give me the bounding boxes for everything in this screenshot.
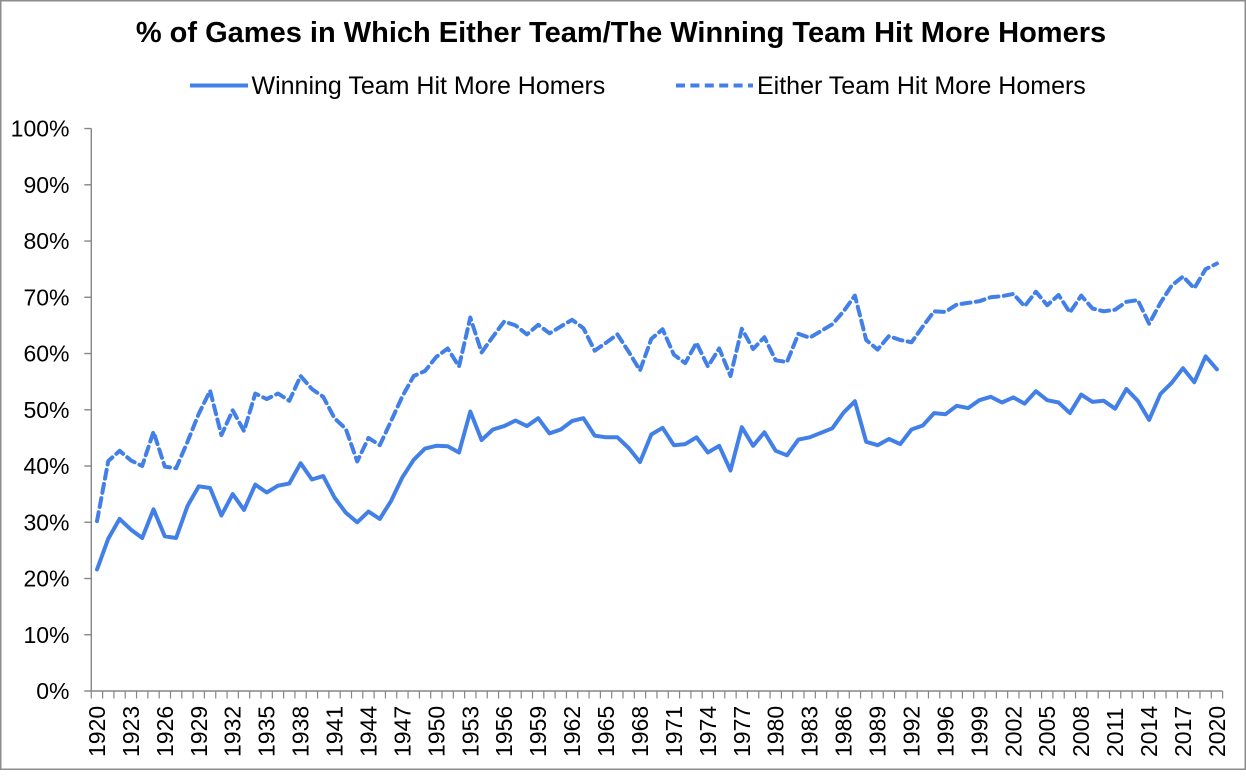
svg-text:1983: 1983 [797,706,823,757]
svg-text:Winning Team Hit More Homers: Winning Team Hit More Homers [252,72,606,100]
svg-text:1926: 1926 [152,706,178,757]
svg-text:1974: 1974 [695,706,721,757]
svg-text:1968: 1968 [627,706,653,757]
svg-text:1971: 1971 [661,706,687,757]
svg-text:1932: 1932 [220,706,246,757]
svg-text:1947: 1947 [389,706,415,757]
svg-text:1920: 1920 [84,706,110,757]
svg-text:1999: 1999 [966,706,992,757]
svg-text:% of Games in Which Either Tea: % of Games in Which Either Team/The Winn… [136,17,1106,49]
svg-text:1953: 1953 [457,706,483,757]
svg-text:60%: 60% [23,341,69,367]
svg-text:1989: 1989 [865,706,891,757]
svg-text:2011: 2011 [1102,708,1128,757]
svg-text:0%: 0% [36,678,69,704]
svg-text:1980: 1980 [763,706,789,757]
svg-text:40%: 40% [23,453,69,479]
svg-text:90%: 90% [23,172,69,198]
svg-text:1944: 1944 [356,706,382,757]
svg-text:1938: 1938 [288,706,314,757]
svg-text:1941: 1941 [322,706,348,757]
svg-text:1959: 1959 [525,706,551,757]
svg-text:70%: 70% [23,284,69,310]
svg-text:1977: 1977 [729,706,755,757]
svg-text:1986: 1986 [831,706,857,757]
svg-text:1935: 1935 [254,706,280,757]
svg-text:1992: 1992 [899,706,925,757]
svg-text:80%: 80% [23,228,69,254]
svg-text:1950: 1950 [423,706,449,757]
svg-text:2008: 2008 [1068,706,1094,757]
svg-text:1956: 1956 [491,706,517,757]
svg-text:50%: 50% [23,397,69,423]
svg-text:Either Team Hit More Homers: Either Team Hit More Homers [757,72,1086,100]
svg-text:2014: 2014 [1136,706,1162,757]
svg-text:2017: 2017 [1170,706,1196,757]
svg-text:2005: 2005 [1034,706,1060,757]
svg-text:10%: 10% [23,622,69,648]
svg-text:30%: 30% [23,509,69,535]
svg-text:2002: 2002 [1000,706,1026,757]
svg-text:2020: 2020 [1204,706,1230,757]
svg-text:100%: 100% [11,116,70,142]
svg-text:1962: 1962 [559,706,585,757]
svg-text:1965: 1965 [593,706,619,757]
svg-text:20%: 20% [23,566,69,592]
svg-text:1923: 1923 [118,706,144,757]
svg-text:1996: 1996 [932,706,958,757]
svg-text:1929: 1929 [186,706,212,757]
